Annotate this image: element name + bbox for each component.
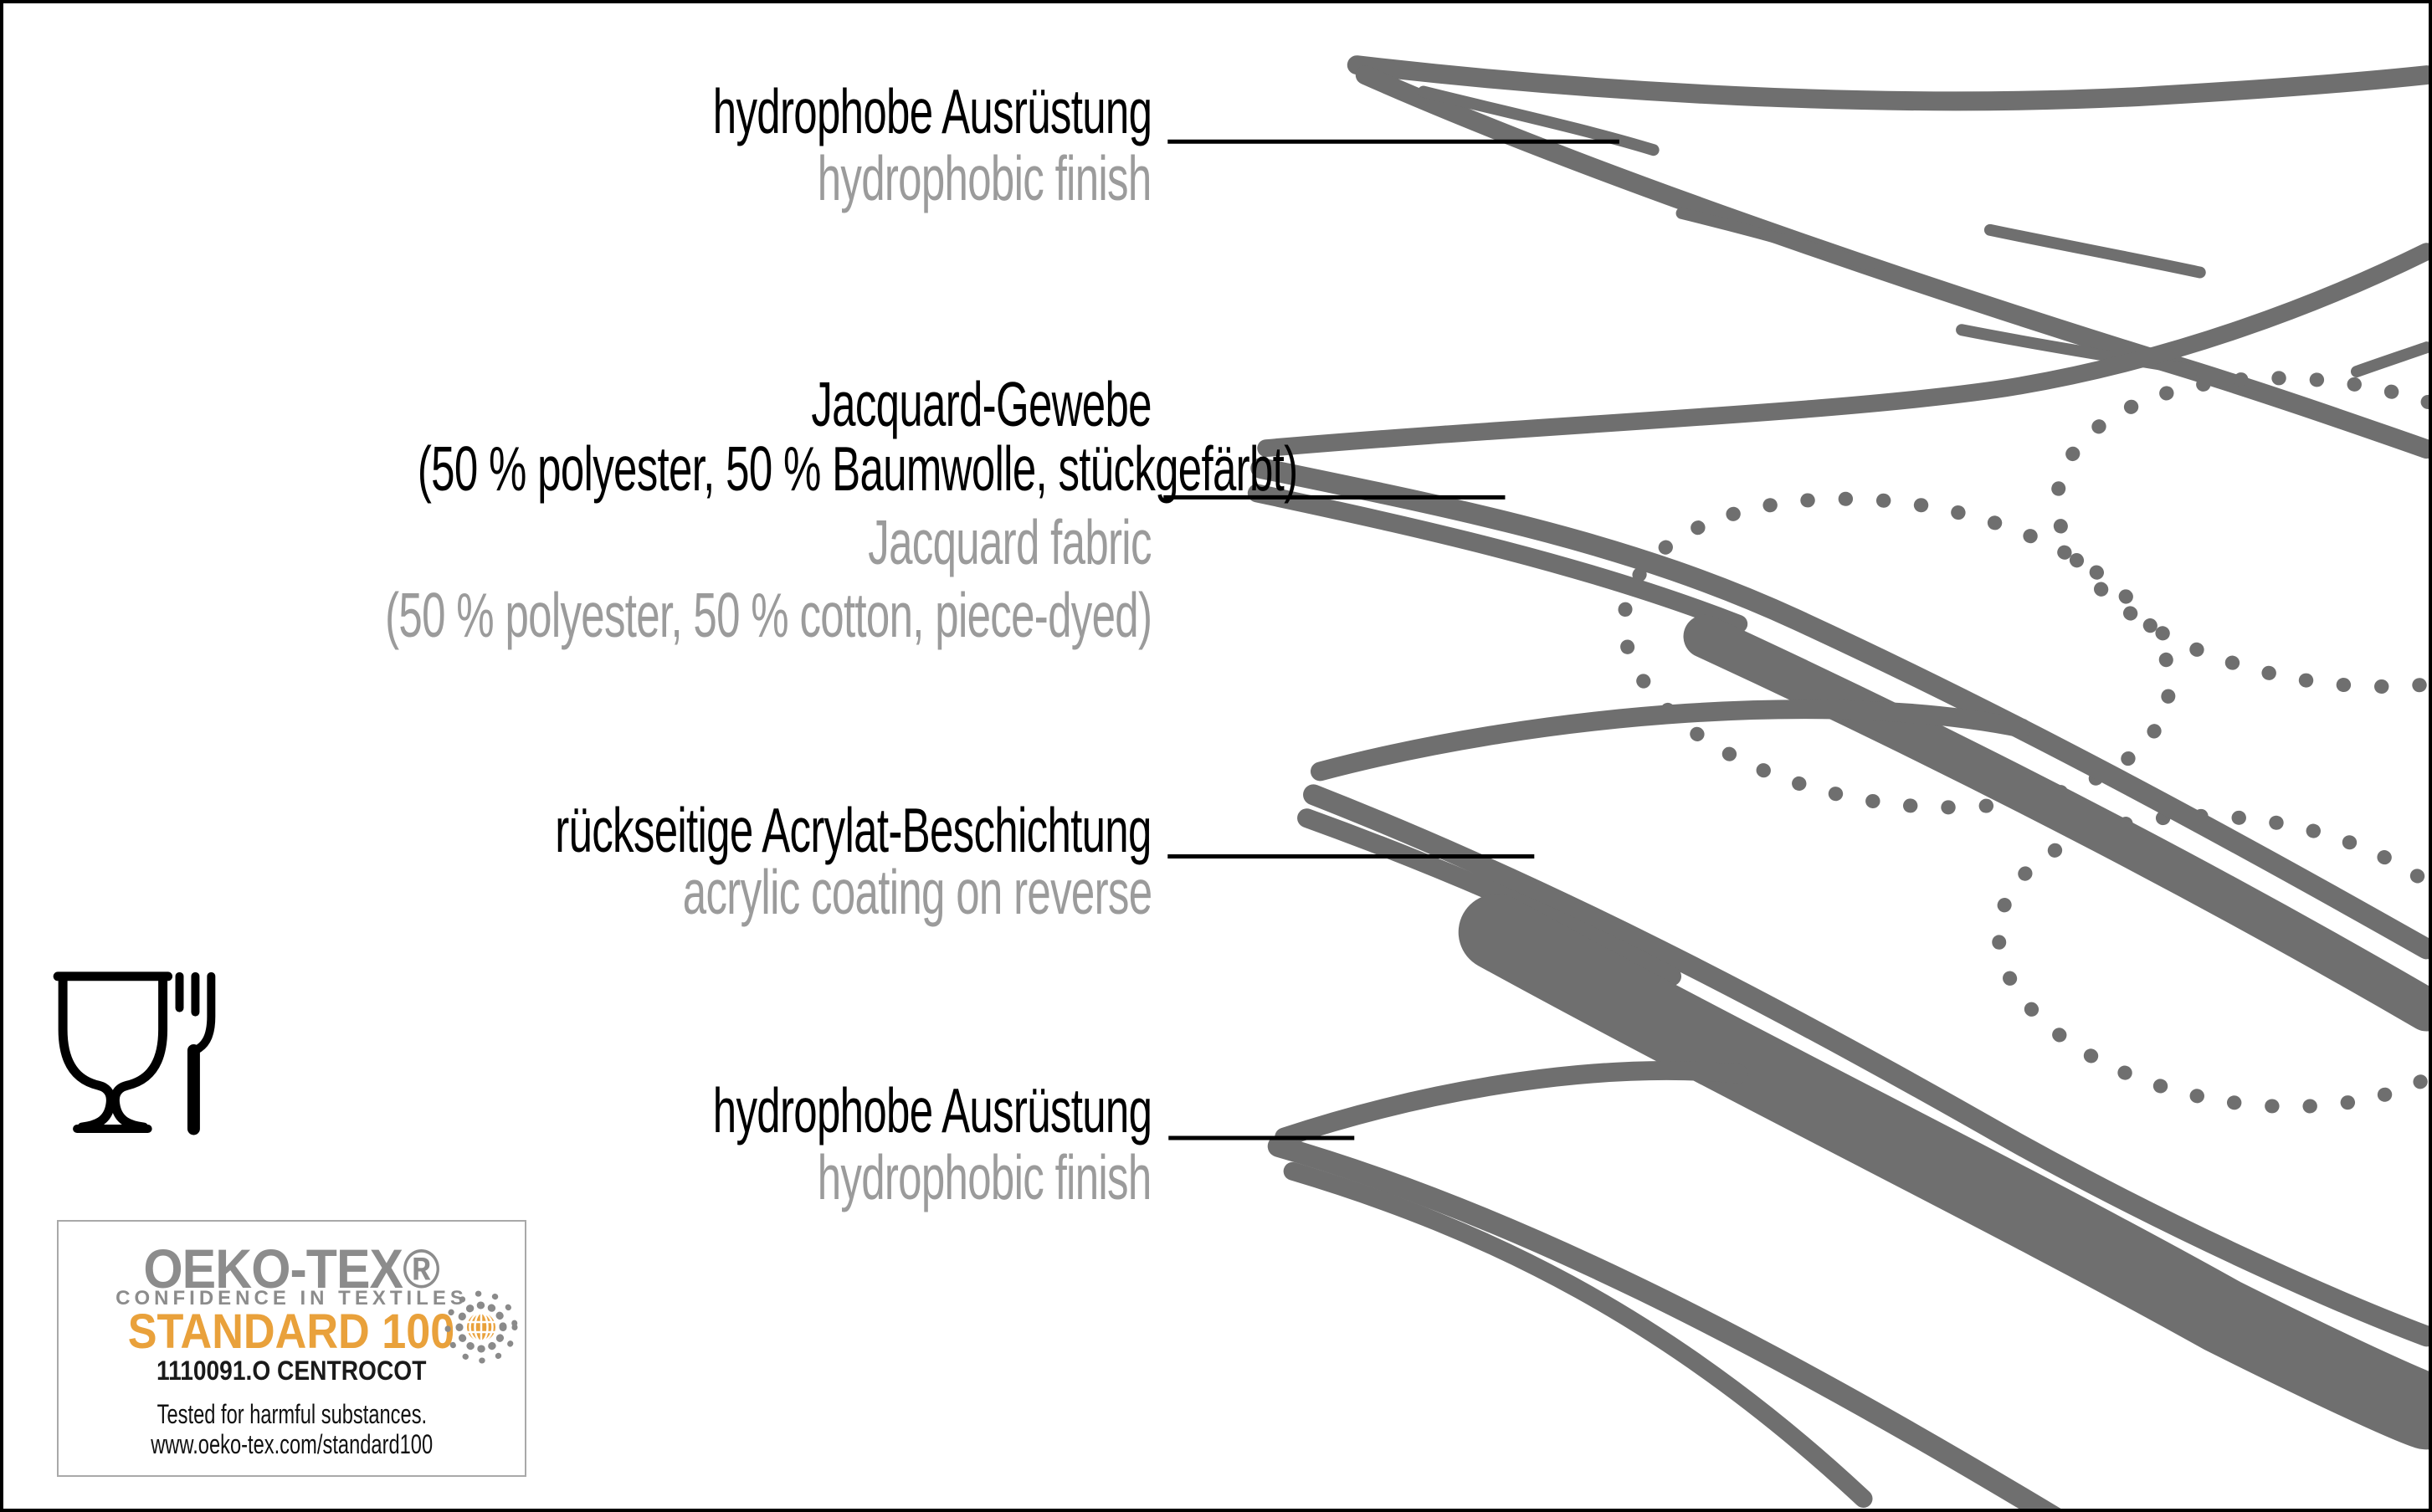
oeko-tex-globe-logo	[444, 1290, 518, 1364]
label-jacquard-de-line2: (50 % polyester, 50 % Baumwolle, stückge…	[417, 433, 1298, 504]
fabric-layers-illustration	[53, 55, 2429, 1509]
label-bottom-finish-en: hydrophobic finish	[818, 1142, 1152, 1212]
layer-bottom-hydrophobic-finish-sketch	[1267, 1061, 2061, 1509]
layer-acrylic-coating-sketch	[1297, 700, 2429, 1450]
food-safe-icon	[53, 971, 216, 1135]
layer-top-hydrophobic-finish-sketch	[1347, 55, 2429, 459]
oeko-tex-tagline: CONFIDENCE IN TEXTILES	[115, 1287, 468, 1310]
label-bottom-finish-de: hydrophobe Ausrüstung	[712, 1075, 1152, 1146]
label-top-finish-en: hydrophobic finish	[818, 143, 1152, 213]
label-top-finish-de: hydrophobe Ausrüstung	[712, 76, 1152, 146]
label-acrylic-de: rückseitige Acrylat-Beschichtung	[555, 795, 1152, 865]
oeko-tex-cert-number: 1110091.O CENTROCOT	[156, 1356, 427, 1386]
jacquard-dot-pattern	[1617, 371, 2429, 1114]
oeko-tex-url: www.oeko-tex.com/standard100	[151, 1429, 433, 1459]
oeko-tex-brand: OEKO-TEX®	[143, 1238, 441, 1299]
label-jacquard-de-line1: Jacquard-Gewebe	[811, 369, 1152, 439]
label-jacquard-en-line1: Jacquard fabric	[868, 507, 1152, 577]
oeko-tex-standard-100: STANDARD 100	[128, 1304, 455, 1359]
label-jacquard-en-line2: (50 % polyester, 50 % cotton, piece-dyed…	[384, 580, 1152, 650]
oeko-tex-badge: OEKO-TEX® CONFIDENCE IN TEXTILES STANDAR…	[57, 1220, 526, 1477]
label-acrylic-en: acrylic coating on reverse	[682, 857, 1152, 927]
oeko-tex-claim: Tested for harmful substances.	[156, 1399, 427, 1429]
layer-jacquard-fabric-sketch	[1247, 243, 2429, 1114]
